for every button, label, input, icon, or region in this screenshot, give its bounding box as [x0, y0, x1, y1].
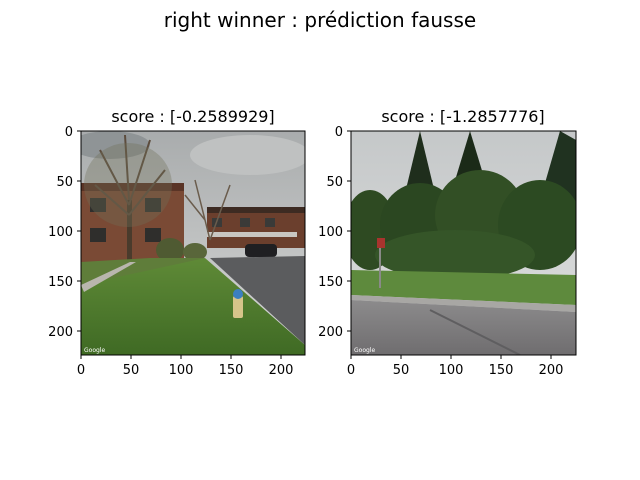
- panel-right-ytick: 0: [335, 125, 343, 140]
- figure-suptitle: right winner : prédiction fausse: [164, 8, 476, 32]
- panel-right-frame: [350, 130, 577, 356]
- panel-left-frame: [80, 130, 306, 356]
- panel-right-ytick: 200: [318, 325, 343, 340]
- panel-right-yaxis: 0 50 100 150 200: [318, 125, 351, 340]
- panel-right-xtick: 200: [539, 363, 564, 378]
- panel-left-title: score : [-0.2589929]: [111, 107, 274, 126]
- panel-right-ytick: 50: [326, 175, 343, 190]
- panel-left-xtick: 200: [269, 363, 294, 378]
- panel-right-xtick: 50: [393, 363, 410, 378]
- street-view-photo-houses-icon: Google: [81, 131, 305, 355]
- panel-left-ytick: 200: [48, 325, 73, 340]
- panel-left-watermark: Google: [84, 347, 105, 354]
- street-view-photo-trees-icon: Google: [351, 131, 576, 355]
- panel-left-ytick: 50: [56, 175, 73, 190]
- panel-left: score : [-0.2589929]: [48, 107, 306, 378]
- panel-left-xtick: 100: [169, 363, 194, 378]
- panel-right: score : [-1.2857776] Google: [318, 107, 577, 378]
- panel-right-ytick: 150: [318, 275, 343, 290]
- panel-right-xtick: 0: [347, 363, 355, 378]
- panel-right-xtick: 100: [439, 363, 464, 378]
- panel-left-ytick: 0: [65, 125, 73, 140]
- panel-right-ytick: 100: [318, 225, 343, 240]
- panel-left-xtick: 150: [219, 363, 244, 378]
- panel-left-xtick: 50: [123, 363, 140, 378]
- panel-left-xtick: 0: [77, 363, 85, 378]
- panel-right-xtick: 150: [489, 363, 514, 378]
- panel-left-xaxis: 0 50 100 150 200: [77, 355, 294, 378]
- panel-right-title: score : [-1.2857776]: [381, 107, 544, 126]
- panel-left-ytick: 100: [48, 225, 73, 240]
- panel-left-ytick: 150: [48, 275, 73, 290]
- panel-left-yaxis: 0 50 100 150 200: [48, 125, 81, 340]
- panel-right-xaxis: 0 50 100 150 200: [347, 355, 564, 378]
- panel-right-watermark: Google: [354, 347, 375, 354]
